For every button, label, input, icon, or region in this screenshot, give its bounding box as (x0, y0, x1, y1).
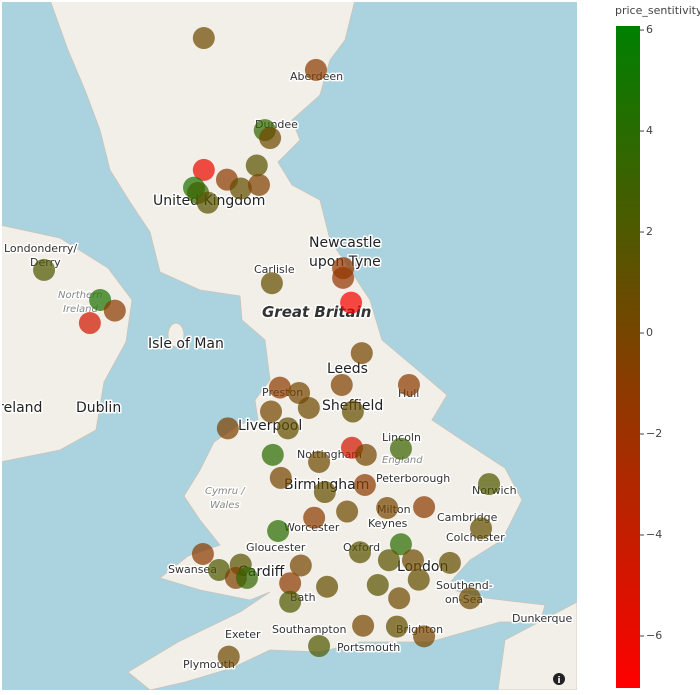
point (245, 154, 268, 177)
point (401, 549, 424, 572)
point (470, 517, 493, 540)
point (354, 443, 377, 466)
place-label: Dublin (76, 400, 121, 416)
place-label: Dunkerque (512, 612, 572, 625)
point (366, 573, 389, 596)
point (276, 417, 299, 440)
point (340, 291, 363, 314)
point (353, 473, 376, 496)
place-label: England (382, 455, 423, 466)
france (497, 601, 577, 690)
place-label: Isle of Man (148, 336, 224, 352)
point (268, 376, 291, 399)
point (279, 590, 302, 613)
colorbar-tick-label: −6 (646, 629, 662, 642)
point (304, 58, 327, 81)
colorbar-title: price_sentitivity (615, 4, 700, 17)
point (78, 312, 101, 335)
point (389, 437, 412, 460)
point (330, 373, 353, 396)
point (103, 299, 126, 322)
colorbar (616, 26, 640, 688)
point (260, 272, 283, 295)
place-label: Newcastle (309, 235, 381, 251)
colorbar-tick-label: 4 (646, 124, 653, 137)
point (267, 520, 290, 542)
colorbar-tick-label: 6 (646, 23, 653, 36)
point (376, 496, 399, 519)
point (407, 568, 430, 591)
point (260, 400, 283, 423)
point (216, 417, 239, 440)
colorbar-tick-label: −2 (646, 427, 662, 440)
place-label: Lincoln (382, 431, 421, 444)
info-icon[interactable] (553, 673, 565, 685)
colorbar-ticks: 6 4 2 0 −2 −4 −6 (640, 23, 662, 642)
point (385, 615, 408, 638)
place-label: Portsmouth (337, 641, 400, 654)
point (207, 558, 230, 581)
great-britain (50, 2, 546, 690)
map: AberdeenDundeeUnited KingdomLondonderry/… (0, 2, 577, 690)
colorbar-tick-label: −4 (646, 528, 662, 541)
point (438, 551, 461, 574)
point (192, 27, 215, 50)
place-label: Wales (210, 500, 240, 511)
place-label: Southend- (436, 579, 493, 592)
point (458, 587, 481, 610)
point (308, 450, 331, 473)
point (352, 614, 375, 637)
point (389, 533, 412, 556)
point (316, 575, 339, 598)
place-label: Keynes (368, 517, 408, 530)
point (235, 566, 258, 589)
point (336, 500, 359, 523)
point (247, 173, 270, 196)
place-label: Ireland (0, 400, 42, 416)
point (279, 572, 302, 595)
point (289, 554, 312, 577)
point (191, 543, 214, 566)
place-label: Londonderry/ (4, 242, 77, 255)
point (332, 266, 355, 289)
colorbar-tick-label: 2 (646, 225, 653, 238)
point (308, 635, 331, 658)
points (33, 27, 501, 668)
point (259, 127, 282, 150)
place-label: Cymru / (205, 486, 246, 497)
point (413, 625, 436, 648)
info-icon-glyph: i (557, 676, 560, 686)
point (217, 645, 240, 668)
place-label: Swansea (168, 563, 217, 576)
point (196, 191, 219, 214)
point (413, 496, 436, 519)
colorbar-tick-label: 0 (646, 326, 653, 339)
isle-of-man (167, 322, 185, 348)
point (350, 342, 373, 365)
point (269, 466, 292, 489)
point (478, 473, 501, 496)
place-label: Exeter (225, 628, 261, 641)
place-label: Peterborough (376, 472, 450, 485)
place-label: Leeds (327, 361, 368, 377)
place-label: Carlisle (254, 263, 295, 276)
ireland (2, 225, 133, 463)
point (349, 541, 372, 564)
point (377, 549, 400, 572)
point (192, 158, 215, 181)
point (341, 400, 364, 423)
place-label: Southampton (272, 623, 346, 636)
point (397, 373, 420, 396)
point (229, 177, 252, 200)
point (313, 481, 336, 504)
point (388, 587, 411, 610)
place-label: Gloucester (246, 541, 306, 554)
point (303, 506, 326, 529)
point (33, 258, 56, 281)
point (297, 396, 320, 419)
point (261, 443, 284, 466)
